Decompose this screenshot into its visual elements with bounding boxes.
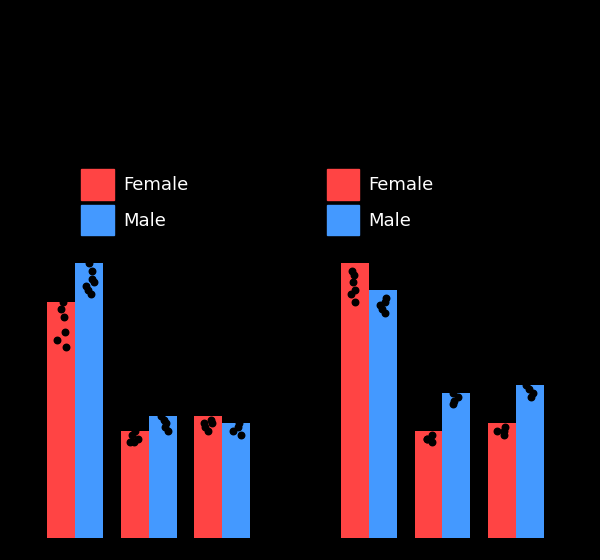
- Bar: [121, 431, 149, 538]
- Point: [157, 411, 166, 420]
- Point: [206, 415, 216, 424]
- Point: [203, 427, 213, 436]
- Point: [236, 430, 246, 439]
- Point: [127, 430, 137, 439]
- Point: [524, 385, 534, 394]
- Point: [130, 438, 139, 447]
- Bar: [516, 385, 544, 538]
- Bar: [341, 263, 369, 538]
- Point: [61, 328, 70, 337]
- Point: [350, 297, 359, 306]
- Point: [500, 423, 510, 432]
- Point: [59, 297, 68, 306]
- Point: [376, 301, 385, 310]
- Point: [234, 419, 244, 428]
- Point: [133, 434, 143, 443]
- Point: [492, 427, 502, 436]
- Point: [87, 274, 97, 283]
- Point: [208, 419, 217, 428]
- Point: [449, 389, 458, 398]
- Bar: [76, 263, 103, 538]
- Point: [380, 309, 390, 318]
- Point: [454, 392, 463, 401]
- Point: [526, 392, 535, 401]
- Point: [233, 423, 243, 432]
- Point: [349, 278, 358, 287]
- Point: [59, 312, 69, 321]
- Point: [448, 400, 458, 409]
- Point: [347, 267, 357, 276]
- Bar: [222, 423, 250, 538]
- Point: [350, 286, 359, 295]
- Bar: [488, 423, 516, 538]
- Point: [81, 282, 91, 291]
- Point: [347, 290, 356, 298]
- Point: [161, 423, 170, 432]
- Bar: [47, 301, 76, 538]
- Point: [521, 381, 531, 390]
- Legend: Female, Male: Female, Male: [323, 166, 437, 239]
- Point: [163, 427, 172, 436]
- Point: [528, 389, 538, 398]
- Point: [499, 427, 509, 436]
- Point: [62, 343, 71, 352]
- Point: [84, 259, 94, 268]
- Point: [200, 423, 210, 432]
- Point: [88, 267, 97, 276]
- Point: [499, 430, 508, 439]
- Point: [427, 430, 437, 439]
- Point: [422, 434, 432, 443]
- Point: [228, 427, 238, 436]
- Point: [422, 434, 431, 443]
- Point: [199, 419, 208, 428]
- Point: [427, 438, 436, 447]
- Point: [449, 396, 459, 405]
- Bar: [415, 431, 442, 538]
- Point: [131, 427, 140, 436]
- Point: [56, 305, 65, 314]
- Bar: [194, 416, 222, 538]
- Point: [83, 286, 93, 295]
- Point: [349, 270, 359, 279]
- Point: [52, 335, 62, 344]
- Point: [377, 305, 387, 314]
- Bar: [442, 393, 470, 538]
- Bar: [369, 290, 397, 538]
- Point: [160, 415, 169, 424]
- Point: [89, 278, 98, 287]
- Point: [161, 419, 171, 428]
- Point: [382, 293, 391, 302]
- Bar: [149, 416, 177, 538]
- Point: [125, 438, 135, 447]
- Point: [86, 290, 95, 298]
- Point: [380, 297, 389, 306]
